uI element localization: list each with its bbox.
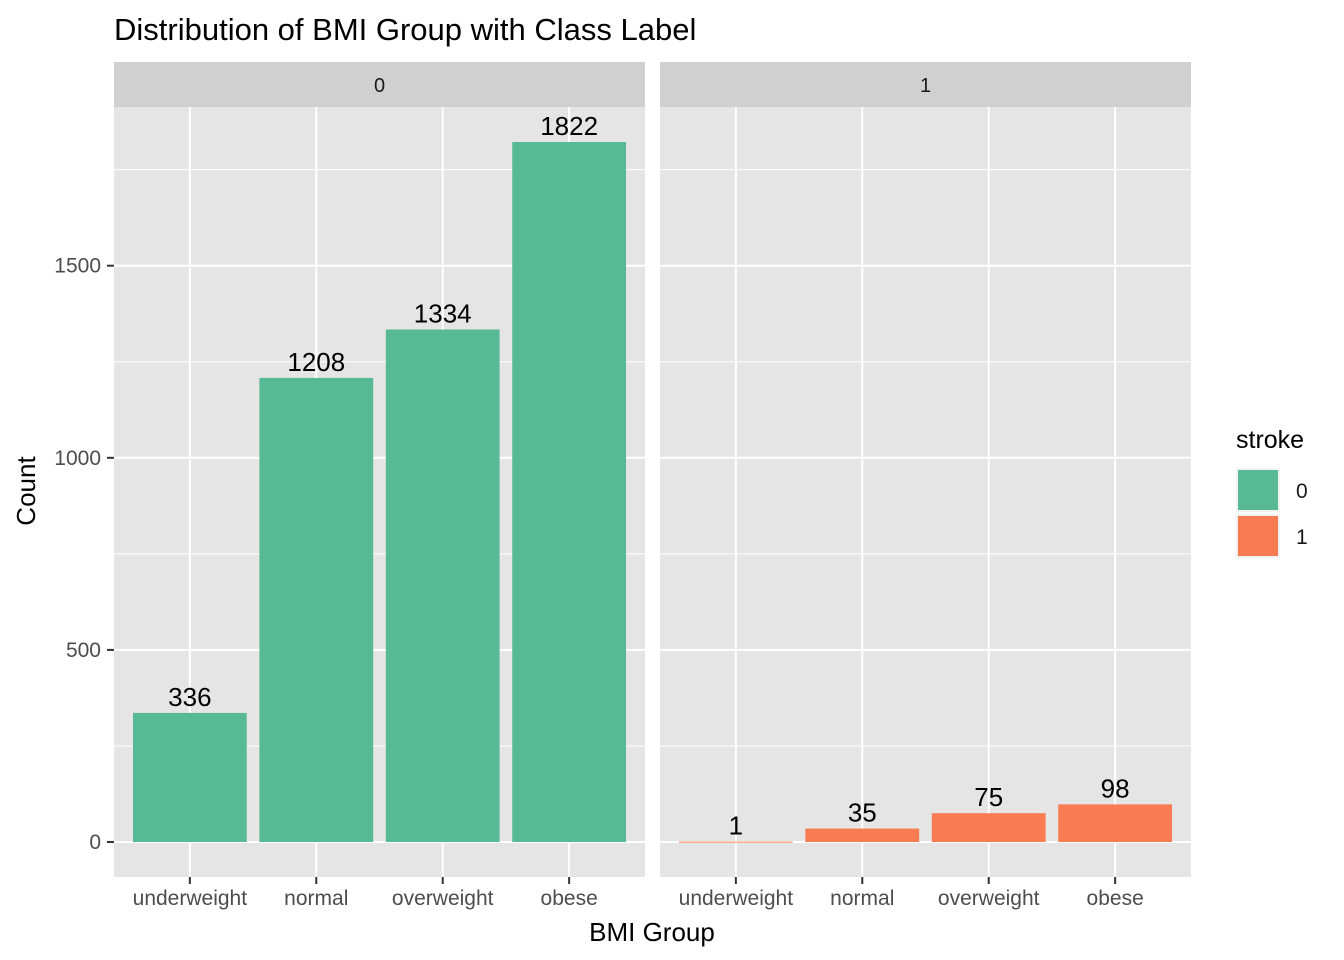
facet-strip-label: 1	[920, 75, 931, 97]
bar-1-underweight	[678, 841, 793, 843]
y-tick-label: 500	[66, 639, 101, 662]
panel-background	[660, 107, 1191, 877]
bar-1-overweight	[931, 813, 1046, 842]
facet-strip	[660, 62, 1191, 107]
chart-title: Distribution of BMI Group with Class Lab…	[114, 12, 696, 47]
data-label: 75	[974, 782, 1003, 812]
data-label: 1	[729, 811, 743, 841]
data-label: 1208	[287, 347, 345, 377]
legend-swatch-0	[1238, 470, 1278, 510]
bar-0-underweight	[132, 712, 247, 842]
legend-title: stroke	[1236, 426, 1304, 454]
x-tick-label: obese	[541, 887, 598, 910]
x-axis-title: BMI Group	[589, 917, 715, 947]
data-label: 35	[848, 798, 877, 828]
facet-strip	[114, 62, 645, 107]
facet-panels: 0336underweight1208normal1334overweight1…	[114, 62, 1191, 910]
data-label: 1334	[414, 298, 472, 328]
facet-panel-1: 1 1 underweight 35 normal 75 overweight 98 obese	[660, 62, 1191, 910]
data-label: 1822	[540, 111, 598, 141]
facet-panel-0: 0 336 underweight 1208 normal 1334 overweight 1…	[114, 62, 645, 910]
legend-swatch-1	[1238, 516, 1278, 556]
bar-0-obese	[512, 142, 627, 842]
x-tick-label: normal	[830, 887, 894, 910]
x-tick-label: obese	[1087, 887, 1144, 910]
x-tick-label: overweight	[392, 887, 494, 910]
legend-label: 1	[1296, 526, 1308, 549]
y-tick-label: 0	[89, 831, 101, 854]
x-tick-label: underweight	[679, 887, 794, 910]
legend: stroke 0 1	[1236, 426, 1308, 558]
y-tick-label: 1000	[54, 447, 101, 470]
x-tick-label: normal	[284, 887, 348, 910]
data-label: 336	[168, 682, 211, 712]
y-axis-title: Count	[11, 456, 41, 526]
bar-1-obese	[1058, 804, 1173, 842]
legend-label: 0	[1296, 480, 1308, 503]
x-tick-label: overweight	[938, 887, 1040, 910]
bar-0-normal	[259, 377, 374, 842]
bar-1-normal	[805, 828, 920, 842]
facet-strip-label: 0	[374, 75, 385, 97]
data-label: 98	[1101, 773, 1130, 803]
y-axis: 0 500 1000 1500	[54, 255, 114, 854]
bar-0-overweight	[385, 329, 500, 842]
y-tick-label: 1500	[54, 255, 101, 278]
x-tick-label: underweight	[133, 887, 248, 910]
